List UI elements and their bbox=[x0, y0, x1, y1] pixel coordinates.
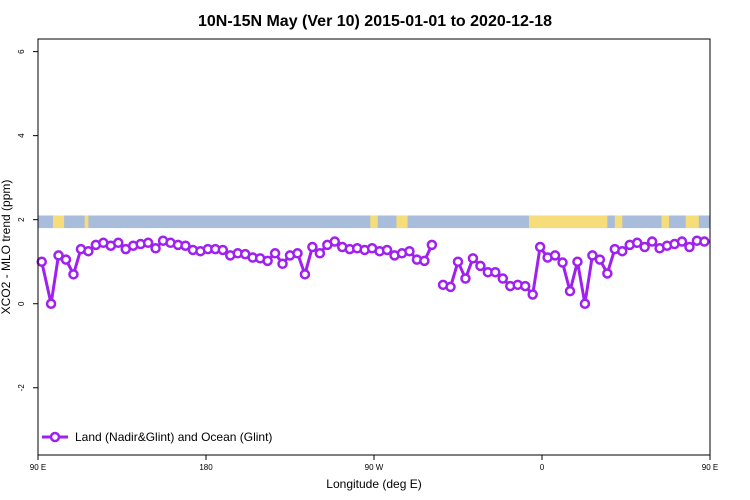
y-tick-label: 2 bbox=[17, 217, 26, 222]
data-point bbox=[299, 269, 311, 280]
data-point bbox=[142, 237, 154, 249]
x-tick-label: 90 E bbox=[702, 463, 718, 472]
data-point bbox=[557, 257, 568, 268]
map-strip bbox=[38, 215, 710, 229]
data-point bbox=[381, 244, 393, 256]
data-point bbox=[497, 273, 509, 284]
data-point bbox=[426, 239, 438, 251]
chart-title: 10N-15N May (Ver 10) 2015-01-01 to 2020-… bbox=[198, 13, 552, 30]
data-point bbox=[113, 237, 124, 249]
x-tick-label: 90 W bbox=[365, 463, 384, 472]
data-point bbox=[314, 248, 326, 259]
data-point bbox=[684, 241, 695, 253]
data-point bbox=[475, 260, 486, 272]
map-land bbox=[396, 215, 408, 229]
legend-label: Land (Nadir&Glint) and Ocean (Glint) bbox=[75, 430, 272, 444]
y-tick-label: -2 bbox=[17, 384, 26, 392]
data-point bbox=[60, 254, 72, 265]
data-point bbox=[150, 243, 161, 254]
y-tick-label: 4 bbox=[17, 133, 26, 138]
data-point bbox=[579, 298, 591, 309]
y-tick-label: 6 bbox=[17, 49, 26, 54]
data-point bbox=[262, 255, 273, 267]
data-point bbox=[292, 248, 303, 259]
legend-marker bbox=[49, 431, 61, 443]
data-point bbox=[217, 244, 229, 256]
data-point bbox=[45, 298, 57, 309]
x-tick-label: 90 E bbox=[30, 463, 46, 472]
data-point bbox=[467, 253, 479, 264]
map-land bbox=[685, 215, 699, 229]
data-point bbox=[445, 281, 456, 293]
data-point bbox=[572, 256, 583, 267]
y-axis-label: XCO2 - MLO trend (ppm) bbox=[0, 180, 13, 315]
data-point bbox=[36, 256, 47, 267]
data-point bbox=[617, 245, 628, 257]
x-axis: 90 E 180 90 W 0 90 E bbox=[30, 455, 718, 472]
data-point bbox=[519, 280, 531, 292]
data-point bbox=[68, 269, 79, 280]
data-point bbox=[534, 241, 546, 253]
y-axis: -2 0 2 4 6 bbox=[17, 49, 38, 391]
data-point bbox=[646, 236, 658, 247]
data-point bbox=[419, 255, 430, 267]
map-land bbox=[614, 215, 623, 229]
y-tick-label: 0 bbox=[17, 301, 26, 306]
data-point bbox=[460, 273, 471, 284]
map-land bbox=[661, 215, 669, 229]
map-land bbox=[84, 215, 89, 229]
data-point bbox=[564, 285, 576, 297]
data-point bbox=[452, 256, 464, 267]
data-point bbox=[594, 254, 606, 265]
map-land bbox=[52, 215, 65, 229]
x-tick-label: 180 bbox=[199, 463, 213, 472]
data-point bbox=[527, 289, 538, 300]
legend: Land (Nadir&Glint) and Ocean (Glint) bbox=[42, 430, 272, 444]
x-axis-label: Longitude (deg E) bbox=[326, 477, 421, 491]
data-point bbox=[549, 250, 561, 261]
map-land bbox=[528, 215, 608, 229]
data-point bbox=[602, 268, 613, 279]
data-point bbox=[83, 245, 94, 257]
data-point bbox=[639, 241, 650, 253]
data-point bbox=[180, 240, 191, 251]
x-tick-label: 0 bbox=[540, 463, 545, 472]
data-point bbox=[631, 237, 643, 249]
data-point bbox=[404, 245, 415, 257]
series-layer bbox=[36, 235, 710, 309]
data-point bbox=[277, 258, 288, 270]
data-point bbox=[699, 236, 710, 247]
data-point bbox=[329, 236, 341, 247]
data-point bbox=[269, 248, 281, 259]
data-point bbox=[53, 250, 64, 261]
data-point bbox=[587, 250, 598, 261]
data-point bbox=[676, 236, 688, 247]
map-land bbox=[370, 215, 378, 229]
data-point bbox=[307, 241, 318, 253]
data-point bbox=[490, 266, 501, 278]
